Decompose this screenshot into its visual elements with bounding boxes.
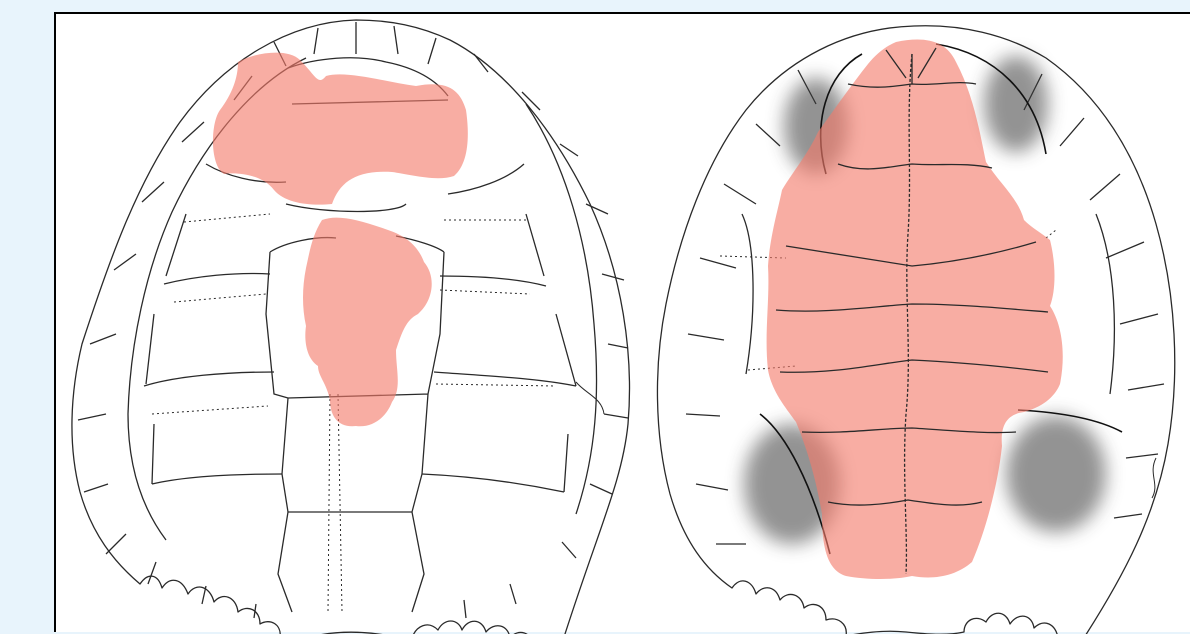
plastron-highlight-body	[766, 39, 1063, 580]
plastron-midline	[903, 53, 913, 575]
stipple-edge-front-right	[935, 43, 1047, 155]
carapace-highlight-central	[303, 217, 432, 427]
carapace-drawing	[71, 19, 631, 634]
nuchal-scutes	[273, 22, 437, 67]
highlights	[212, 39, 1063, 580]
figure-frame	[54, 12, 1190, 634]
carapace-sutures	[151, 213, 557, 613]
shell-illustration	[71, 19, 1176, 634]
stipple-front-right	[984, 56, 1048, 152]
plastron-anterior-sutures	[885, 47, 937, 84]
plastron-scutes	[775, 47, 1049, 575]
costal-scutes	[143, 163, 577, 493]
carapace-highlight	[212, 52, 468, 205]
stipple-edge-rear-right	[1017, 409, 1123, 433]
stipple-rear-right	[1006, 416, 1106, 532]
plastron-edge-details	[575, 381, 1157, 499]
